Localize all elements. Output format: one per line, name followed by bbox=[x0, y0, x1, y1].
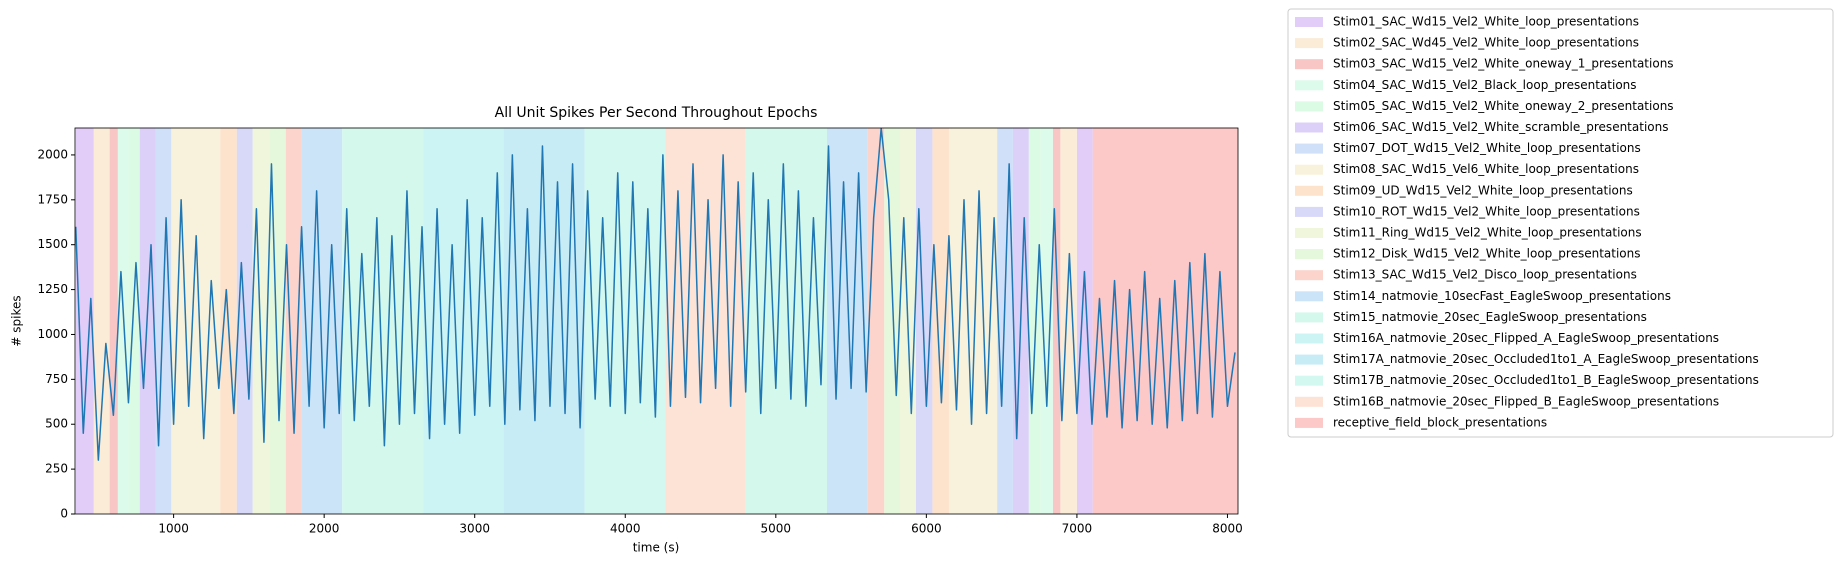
chart-title: All Unit Spikes Per Second Throughout Ep… bbox=[495, 105, 818, 121]
epoch-band bbox=[155, 128, 172, 514]
epoch-band bbox=[75, 128, 94, 514]
epoch-band bbox=[932, 128, 949, 514]
legend-swatch bbox=[1295, 396, 1323, 407]
epoch-band bbox=[584, 128, 666, 514]
legend-swatch bbox=[1295, 59, 1323, 70]
legend-swatch bbox=[1295, 333, 1323, 344]
y-tick-label: 750 bbox=[45, 372, 68, 386]
legend-swatch bbox=[1295, 206, 1323, 217]
y-tick-label: 1250 bbox=[37, 282, 68, 296]
y-tick-label: 1750 bbox=[37, 192, 68, 206]
legend-swatch bbox=[1295, 249, 1323, 260]
legend-swatch bbox=[1295, 122, 1323, 133]
epoch-band bbox=[948, 128, 998, 514]
legend-swatch bbox=[1295, 375, 1323, 386]
legend-swatch bbox=[1295, 38, 1323, 49]
epoch-band bbox=[342, 128, 424, 514]
legend-label: Stim02_SAC_Wd45_Vel2_White_loop_presenta… bbox=[1333, 36, 1639, 50]
legend-swatch bbox=[1295, 143, 1323, 154]
y-tick-label: 2000 bbox=[37, 147, 68, 161]
legend-label: Stim16A_natmovie_20sec_Flipped_A_EagleSw… bbox=[1333, 331, 1719, 345]
legend-swatch bbox=[1295, 185, 1323, 196]
legend-label: Stim11_Ring_Wd15_Vel2_White_loop_present… bbox=[1333, 226, 1642, 240]
legend-label: Stim05_SAC_Wd15_Vel2_White_oneway_2_pres… bbox=[1333, 99, 1674, 113]
legend-label: receptive_field_block_presentations bbox=[1333, 415, 1547, 429]
legend-label: Stim08_SAC_Wd15_Vel6_White_loop_presenta… bbox=[1333, 162, 1639, 176]
legend-swatch bbox=[1295, 164, 1323, 175]
legend-label: Stim14_natmovie_10secFast_EagleSwoop_pre… bbox=[1333, 289, 1671, 303]
legend-swatch bbox=[1295, 354, 1323, 365]
y-tick-label: 500 bbox=[45, 417, 68, 431]
x-tick-label: 5000 bbox=[761, 522, 792, 536]
legend-label: Stim01_SAC_Wd15_Vel2_White_loop_presenta… bbox=[1333, 15, 1639, 29]
legend-label: Stim17B_natmovie_20sec_Occluded1to1_B_Ea… bbox=[1333, 373, 1759, 387]
epoch-band bbox=[93, 128, 110, 514]
epoch-band bbox=[1060, 128, 1077, 514]
epoch-band bbox=[884, 128, 901, 514]
legend-swatch bbox=[1295, 312, 1323, 323]
y-tick-label: 0 bbox=[60, 507, 68, 521]
axes-frame bbox=[74, 127, 1239, 515]
legend-label: Stim06_SAC_Wd15_Vel2_White_scramble_pres… bbox=[1333, 120, 1668, 134]
data-line bbox=[75, 128, 1236, 461]
y-tick-label: 250 bbox=[45, 462, 68, 476]
legend-swatch bbox=[1295, 228, 1323, 238]
x-tick-label: 8000 bbox=[1212, 522, 1243, 536]
epoch-band bbox=[867, 128, 885, 514]
legend-label: Stim16B_natmovie_20sec_Flipped_B_EagleSw… bbox=[1333, 394, 1719, 408]
x-tick-label: 4000 bbox=[610, 522, 641, 536]
epoch-band bbox=[1040, 128, 1053, 514]
y-tick-label: 1500 bbox=[37, 237, 68, 251]
legend-label: Stim03_SAC_Wd15_Vel2_White_oneway_1_pres… bbox=[1333, 57, 1674, 71]
legend-swatch bbox=[1295, 417, 1323, 428]
legend-label: Stim04_SAC_Wd15_Vel2_Black_loop_presenta… bbox=[1333, 78, 1637, 92]
legend-label: Stim09_UD_Wd15_Vel2_White_loop_presentat… bbox=[1333, 183, 1633, 197]
legend-swatch bbox=[1295, 101, 1323, 112]
x-tick-label: 1000 bbox=[158, 522, 189, 536]
epoch-band bbox=[128, 128, 140, 514]
legend-label: Stim15_natmovie_20sec_EagleSwoop_present… bbox=[1333, 310, 1647, 324]
epoch-band bbox=[1092, 128, 1238, 514]
epoch-band bbox=[285, 128, 302, 514]
legend-label: Stim12_Disk_Wd15_Vel2_White_loop_present… bbox=[1333, 247, 1641, 261]
x-tick-label: 7000 bbox=[1062, 522, 1093, 536]
x-tick-label: 2000 bbox=[309, 522, 340, 536]
plot-area bbox=[75, 128, 1238, 514]
y-axis-label: # spikes bbox=[10, 295, 24, 346]
epoch-band bbox=[1028, 128, 1041, 514]
legend-label: Stim07_DOT_Wd15_Vel2_White_loop_presenta… bbox=[1333, 141, 1641, 155]
epoch-band bbox=[109, 128, 118, 514]
legend-box bbox=[1287, 8, 1834, 438]
legend-swatch bbox=[1295, 270, 1323, 281]
legend-swatch bbox=[1295, 17, 1323, 27]
epoch-band bbox=[1052, 128, 1061, 514]
legend-label: Stim17A_natmovie_20sec_Occluded1to1_A_Ea… bbox=[1333, 352, 1759, 366]
x-tick-label: 6000 bbox=[911, 522, 942, 536]
legend-swatch bbox=[1295, 80, 1323, 91]
y-tick-label: 1000 bbox=[37, 327, 68, 341]
epoch-band bbox=[171, 128, 221, 514]
epoch-band bbox=[1076, 128, 1093, 514]
x-tick-label: 3000 bbox=[459, 522, 490, 536]
epoch-band bbox=[745, 128, 827, 514]
legend-label: Stim13_SAC_Wd15_Vel2_Disco_loop_presenta… bbox=[1333, 268, 1637, 282]
legend-label: Stim10_ROT_Wd15_Vel2_White_loop_presenta… bbox=[1333, 204, 1640, 218]
x-axis-label: time (s) bbox=[633, 541, 680, 555]
legend-swatch bbox=[1295, 291, 1323, 302]
epoch-band bbox=[301, 128, 343, 514]
